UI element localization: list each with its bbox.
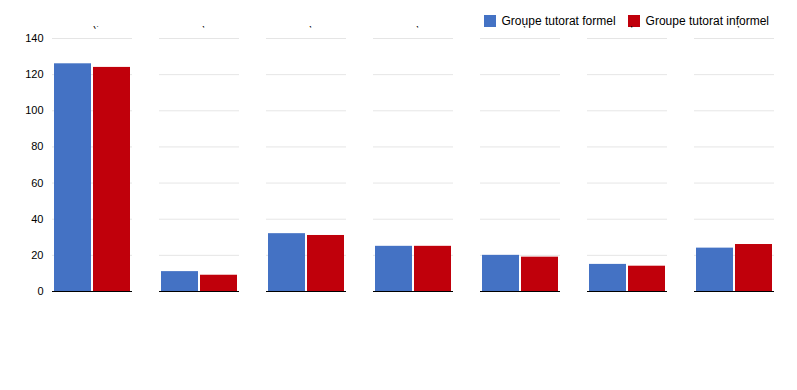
svg-text:0: 0 [37,285,43,297]
svg-text:80: 80 [31,140,43,152]
svg-text:Total métacognition: Total métacognition [623,26,703,31]
svg-text:20: 20 [31,249,43,261]
svg-text:Total incohérence: Total incohérence [516,26,590,31]
svg-text:Moyenne Total: Moyenne Total [88,26,151,31]
svg-text:Total perception: Total perception [730,26,797,31]
svg-text:120: 120 [25,68,43,80]
svg-text:100: 100 [25,104,43,116]
svg-text:Total langage commun: Total langage commun [195,26,288,31]
svg-text:140: 140 [25,32,43,44]
svg-text:Total feedback: Total feedback [302,26,365,31]
svg-text:Total clarification: Total clarification [409,26,479,31]
svg-text:60: 60 [31,177,43,189]
svg-text:40: 40 [31,213,43,225]
